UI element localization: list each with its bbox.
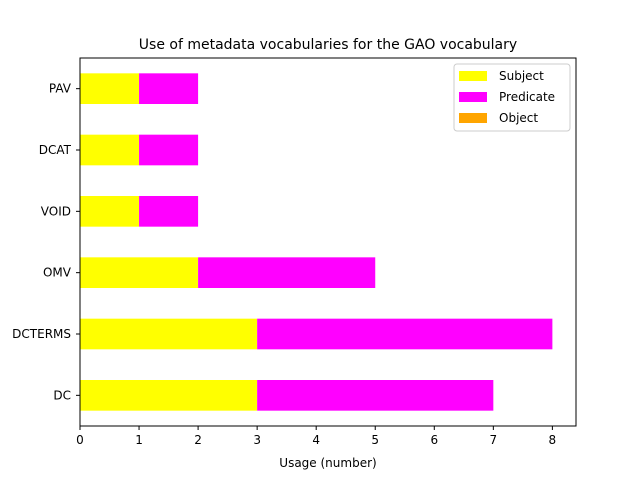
legend-label-predicate: Predicate: [499, 90, 555, 104]
legend-swatch-predicate: [459, 92, 487, 102]
y-tick-label-dcterms: DCTERMS: [12, 327, 71, 341]
chart-title: Use of metadata vocabularies for the GAO…: [139, 37, 517, 53]
x-tick-label: 3: [253, 433, 261, 447]
bar-subject-dcterms: [80, 318, 258, 350]
legend-swatch-object: [459, 113, 487, 123]
legend: Subject Predicate Object: [453, 63, 571, 132]
bar-predicate-void: [139, 196, 199, 227]
bar-subject-pav: [80, 73, 140, 104]
legend-label-subject: Subject: [499, 69, 544, 83]
bar-subject-void: [80, 196, 140, 227]
x-tick-label: 1: [135, 433, 143, 447]
bars-group: [80, 73, 553, 411]
x-tick-label: 7: [490, 433, 498, 447]
x-tick-label: 8: [549, 433, 557, 447]
bar-predicate-pav: [139, 73, 199, 104]
x-tick-label: 4: [312, 433, 320, 447]
y-tick-label-dcat: DCAT: [39, 143, 72, 157]
y-tick-label-pav: PAV: [49, 82, 72, 96]
x-tick-label: 0: [76, 433, 84, 447]
plot-frame: [79, 57, 577, 427]
y-tick-label-omv: OMV: [43, 266, 72, 280]
x-tick-label: 5: [371, 433, 379, 447]
x-tick-label: 2: [194, 433, 202, 447]
bar-predicate-dc: [257, 380, 494, 411]
x-axis-label: Usage (number): [279, 456, 376, 470]
axes-group: 0 1 2 3 4 5 6 7 8 DC DCTERMS OMV VOID DCAT PAV: [12, 57, 577, 447]
y-tick-label-dc: DC: [53, 388, 71, 402]
bar-subject-dcat: [80, 134, 140, 166]
bar-predicate-dcterms: [257, 318, 553, 350]
y-tick-label-void: VOID: [41, 204, 71, 218]
x-tick-label: 6: [430, 433, 438, 447]
bar-predicate-dcat: [139, 134, 199, 166]
bar-predicate-omv: [198, 257, 376, 288]
bar-subject-omv: [80, 257, 199, 288]
bar-subject-dc: [80, 380, 258, 411]
legend-label-object: Object: [499, 111, 538, 125]
legend-swatch-subject: [459, 71, 487, 81]
